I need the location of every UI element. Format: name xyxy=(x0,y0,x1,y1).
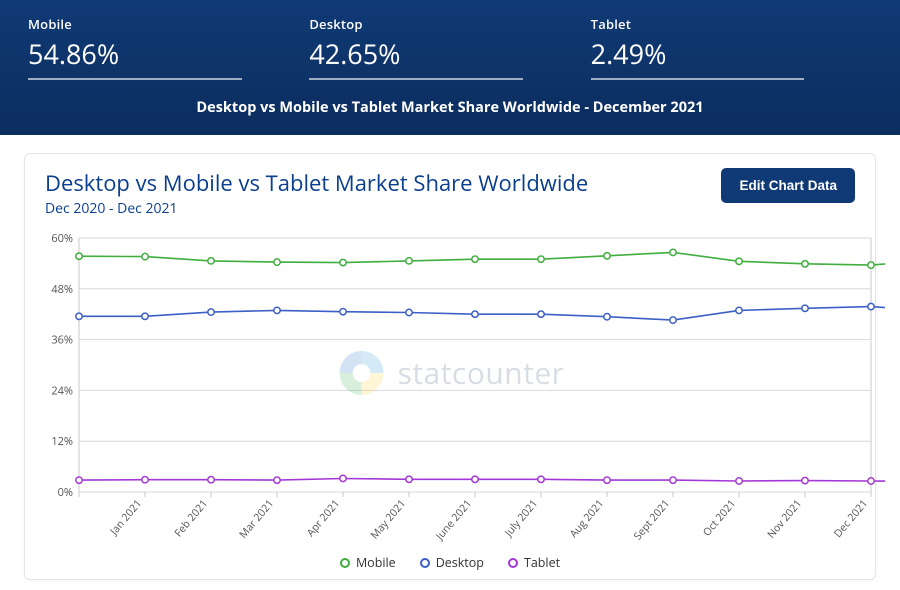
svg-text:July 2021: July 2021 xyxy=(501,497,541,540)
svg-text:Dec 2021: Dec 2021 xyxy=(831,497,871,541)
svg-text:June 2021: June 2021 xyxy=(433,497,475,544)
svg-text:12%: 12% xyxy=(51,434,73,449)
svg-text:Aug 2021: Aug 2021 xyxy=(567,497,607,541)
svg-text:Oct 2021: Oct 2021 xyxy=(700,497,739,539)
legend-label: Desktop xyxy=(436,554,484,571)
hero-title: Desktop vs Mobile vs Tablet Market Share… xyxy=(28,98,872,117)
edit-chart-data-button[interactable]: Edit Chart Data xyxy=(721,168,855,203)
svg-text:36%: 36% xyxy=(51,333,73,348)
legend-marker-icon xyxy=(508,558,518,568)
svg-text:Feb 2021: Feb 2021 xyxy=(172,497,211,540)
svg-text:24%: 24% xyxy=(51,383,73,398)
chart-title: Desktop vs Mobile vs Tablet Market Share… xyxy=(45,168,588,198)
svg-text:Mar 2021: Mar 2021 xyxy=(237,497,277,541)
stat-tablet: Tablet 2.49% xyxy=(591,15,872,80)
chart-area: statcounter 0%12%24%36%48%60%Jan 2021Feb… xyxy=(45,232,855,552)
title-block: Desktop vs Mobile vs Tablet Market Share… xyxy=(45,168,588,218)
svg-text:60%: 60% xyxy=(51,232,73,246)
stat-desktop: Desktop 42.65% xyxy=(309,15,590,80)
card-head: Desktop vs Mobile vs Tablet Market Share… xyxy=(45,168,855,218)
legend-item[interactable]: Desktop xyxy=(420,554,484,571)
svg-text:Sept 2021: Sept 2021 xyxy=(631,497,673,543)
legend-marker-icon xyxy=(340,558,350,568)
chart-legend: Mobile Desktop Tablet xyxy=(45,552,855,571)
chart-card: Desktop vs Mobile vs Tablet Market Share… xyxy=(24,153,876,580)
legend-marker-icon xyxy=(420,558,430,568)
stat-value: 42.65% xyxy=(309,35,523,80)
stat-label: Mobile xyxy=(28,15,279,33)
stats-row: Mobile 54.86% Desktop 42.65% Tablet 2.49… xyxy=(28,15,872,94)
legend-item[interactable]: Tablet xyxy=(508,554,560,571)
legend-item[interactable]: Mobile xyxy=(340,554,396,571)
line-chart: 0% 12% 24% 36% 48% 60% Jan 2021 Feb 2021 Mar 202… xyxy=(45,232,885,546)
legend-label: Mobile xyxy=(356,554,396,571)
svg-text:0%: 0% xyxy=(58,485,73,500)
svg-text:Nov 2021: Nov 2021 xyxy=(765,497,805,541)
chart-subtitle: Dec 2020 - Dec 2021 xyxy=(45,199,588,218)
stat-value: 54.86% xyxy=(28,35,242,80)
svg-text:Jan 2021: Jan 2021 xyxy=(107,497,145,539)
svg-text:May 2021: May 2021 xyxy=(368,497,409,542)
svg-text:Apr 2021: Apr 2021 xyxy=(304,497,343,540)
stat-mobile: Mobile 54.86% xyxy=(28,15,309,80)
svg-text:48%: 48% xyxy=(51,282,73,297)
stat-value: 2.49% xyxy=(591,35,805,80)
stat-label: Desktop xyxy=(309,15,560,33)
hero-banner: Mobile 54.86% Desktop 42.65% Tablet 2.49… xyxy=(0,0,900,135)
legend-label: Tablet xyxy=(524,554,560,571)
stat-label: Tablet xyxy=(591,15,842,33)
